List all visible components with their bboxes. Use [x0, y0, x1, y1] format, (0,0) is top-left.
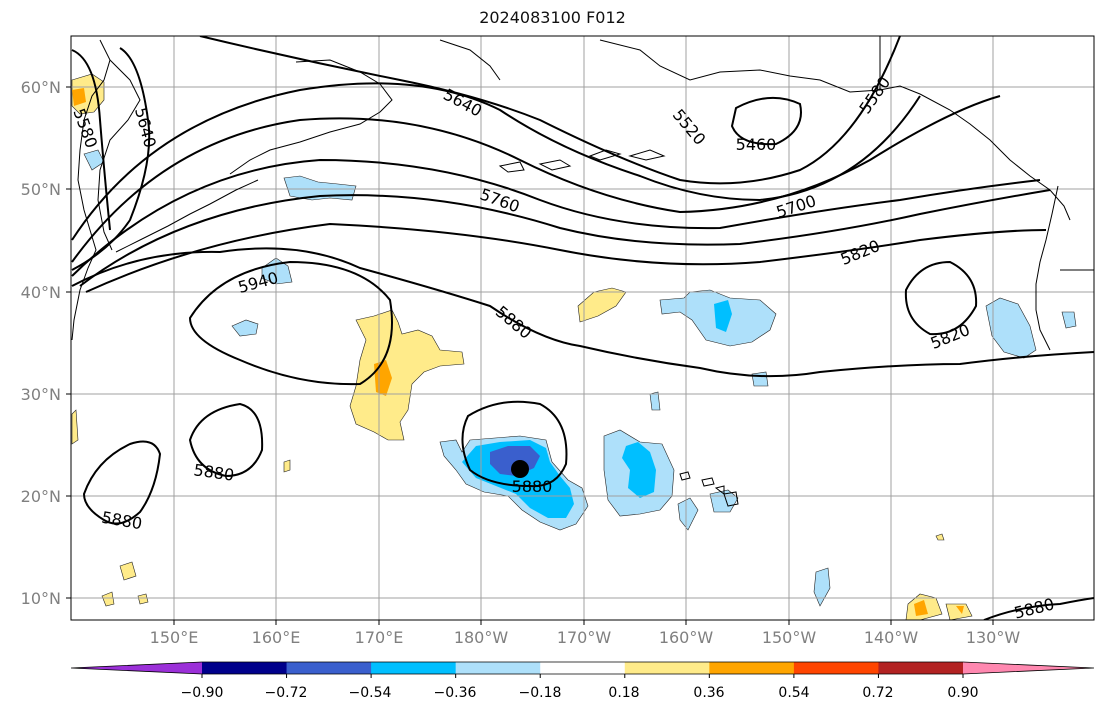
hawaii-islands — [679, 471, 739, 507]
grid-lines — [71, 36, 1094, 620]
colorbar-tick-label: −0.90 — [181, 685, 224, 701]
colorbar-segment — [793, 662, 879, 674]
lat-label: 30°N — [21, 385, 61, 404]
latitude-labels: 60°N 50°N 40°N 30°N 20°N 10°N — [21, 78, 61, 608]
colorbar-segment — [540, 662, 626, 674]
lat-label: 60°N — [21, 78, 61, 97]
colorbar-extend-max — [963, 662, 1094, 674]
colorbar-segment — [286, 662, 372, 674]
colorbar-tick-label: −0.54 — [349, 685, 392, 701]
colorbar-segment — [709, 662, 795, 674]
map-title: 2024083100 F012 — [479, 8, 626, 27]
colorbar-tick-label: 0.72 — [862, 685, 893, 701]
colorbar-tick-label: −0.36 — [434, 685, 477, 701]
lon-label: 180°W — [454, 628, 509, 647]
colorbar-tick-label: −0.72 — [265, 685, 308, 701]
colorbar-tick-label: 0.54 — [778, 685, 809, 701]
lon-label: 160°E — [252, 628, 301, 647]
lat-label: 50°N — [21, 180, 61, 199]
colorbar-segment — [371, 662, 457, 674]
colorbar-tick-label: 0.90 — [947, 685, 978, 701]
lat-label: 10°N — [21, 589, 61, 608]
lat-label: 20°N — [21, 487, 61, 506]
colorbar — [70, 661, 1095, 678]
coastlines — [71, 36, 1094, 351]
colorbar-tick-label: −0.18 — [519, 685, 562, 701]
colorbar-extend-min — [71, 662, 202, 674]
lon-label: 170°E — [355, 628, 404, 647]
colorbar-tick-label: 0.18 — [608, 685, 639, 701]
lon-label: 170°W — [557, 628, 612, 647]
colorbar-segment — [878, 662, 964, 674]
tick-marks — [66, 86, 994, 625]
colorbar-tick-labels: −0.90 −0.72 −0.54 −0.36 −0.18 0.18 0.36 … — [181, 685, 979, 701]
lon-label: 140°W — [864, 628, 919, 647]
plot-area: 5580 5640 5640 5520 5460 5580 5760 5700 … — [71, 36, 1094, 620]
lat-label: 40°N — [21, 283, 61, 302]
lon-label: 130°W — [966, 628, 1021, 647]
plot-frame — [70, 35, 1095, 621]
storm-center-dot — [511, 460, 529, 478]
lon-label: 150°W — [762, 628, 817, 647]
colorbar-segment — [202, 662, 288, 674]
height-contours — [71, 36, 1094, 620]
colorbar-tick-label: 0.36 — [693, 685, 724, 701]
colorbar-segment — [624, 662, 710, 674]
lon-label: 150°E — [150, 628, 199, 647]
contour-label: 5880 — [512, 477, 553, 496]
longitude-labels: 150°E 160°E 170°E 180°W 170°W 160°W 150°… — [150, 628, 1021, 647]
contour-label: 5460 — [736, 135, 777, 154]
lon-label: 160°W — [659, 628, 714, 647]
colorbar-segment — [455, 662, 541, 674]
